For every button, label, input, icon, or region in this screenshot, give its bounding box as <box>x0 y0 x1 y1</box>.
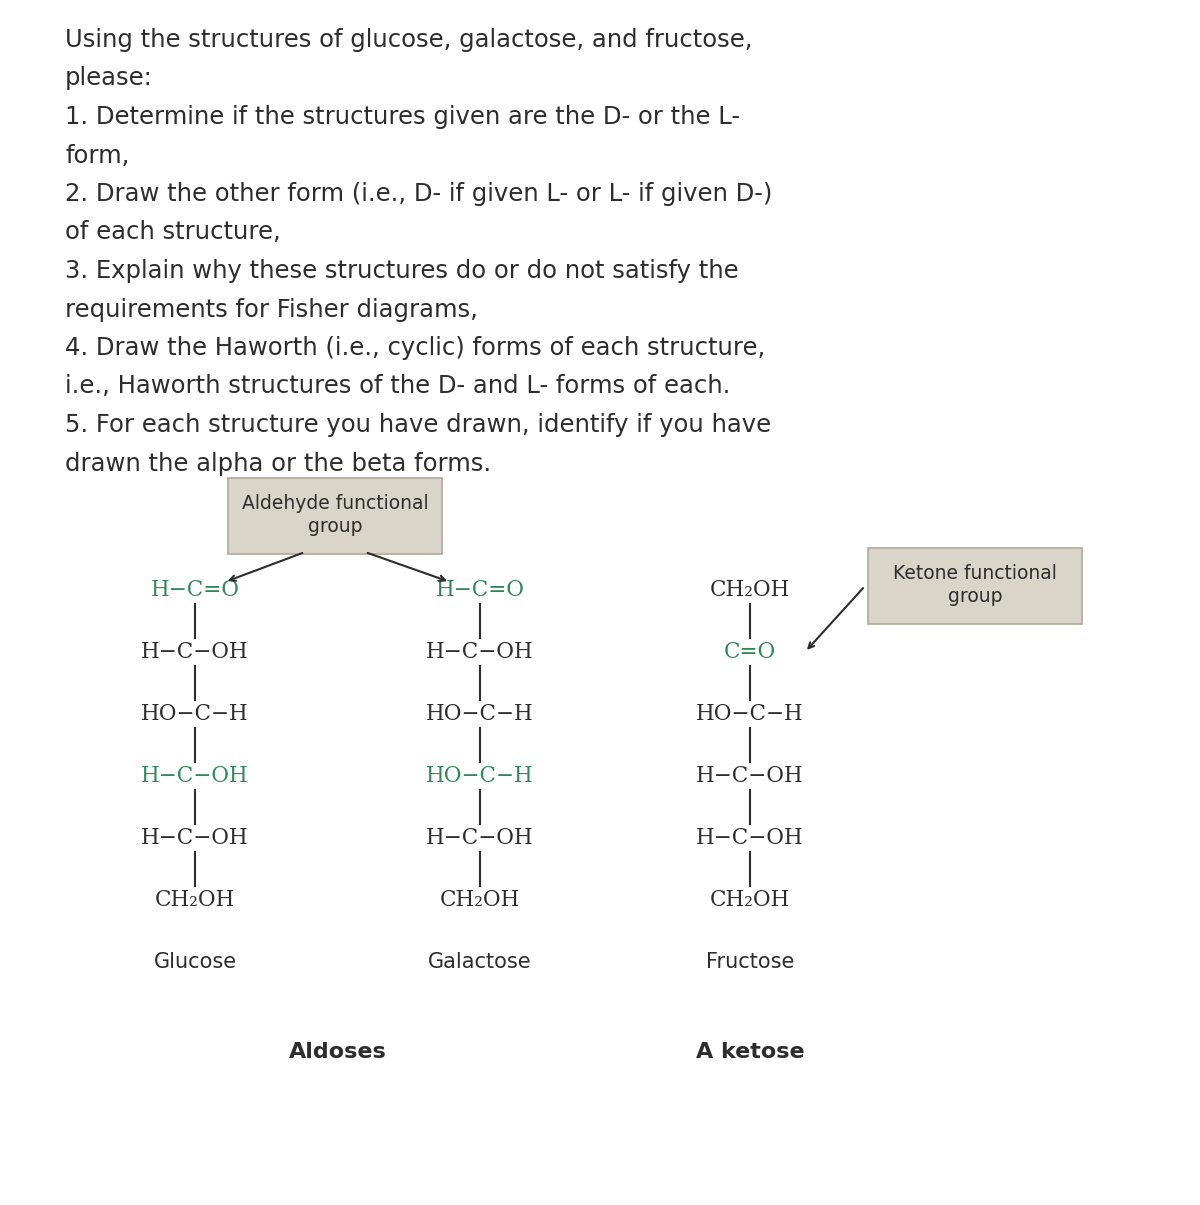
Text: H−C−OH: H−C−OH <box>142 641 248 663</box>
Text: H−C=O: H−C=O <box>150 578 240 601</box>
Text: C=O: C=O <box>724 641 776 663</box>
Text: CH₂OH: CH₂OH <box>710 578 790 601</box>
Text: H−C=O: H−C=O <box>436 578 524 601</box>
Text: drawn the alpha or the beta forms.: drawn the alpha or the beta forms. <box>65 452 491 476</box>
Text: please:: please: <box>65 66 152 90</box>
Text: CH₂OH: CH₂OH <box>440 889 520 911</box>
Text: HO−C−H: HO−C−H <box>142 703 248 725</box>
Text: 4. Draw the Haworth (i.e., cyclic) forms of each structure,: 4. Draw the Haworth (i.e., cyclic) forms… <box>65 336 766 360</box>
Text: H−C−OH: H−C−OH <box>142 765 248 787</box>
Text: A ketose: A ketose <box>696 1042 804 1062</box>
Text: Ketone functional: Ketone functional <box>893 564 1057 583</box>
Text: Aldehyde functional: Aldehyde functional <box>241 494 428 513</box>
Text: 2. Draw the other form (i.e., D- if given L- or L- if given D-): 2. Draw the other form (i.e., D- if give… <box>65 182 773 206</box>
Text: H−C−OH: H−C−OH <box>142 827 248 850</box>
Text: H−C−OH: H−C−OH <box>696 765 804 787</box>
Text: Using the structures of glucose, galactose, and fructose,: Using the structures of glucose, galacto… <box>65 28 752 52</box>
Text: HO−C−H: HO−C−H <box>426 765 534 787</box>
Text: Glucose: Glucose <box>154 952 236 972</box>
Text: 5. For each structure you have drawn, identify if you have: 5. For each structure you have drawn, id… <box>65 413 772 437</box>
Text: 1. Determine if the structures given are the D- or the L-: 1. Determine if the structures given are… <box>65 105 740 129</box>
Text: HO−C−H: HO−C−H <box>426 703 534 725</box>
Text: H−C−OH: H−C−OH <box>426 641 534 663</box>
Text: Fructose: Fructose <box>706 952 794 972</box>
Text: CH₂OH: CH₂OH <box>710 889 790 911</box>
Text: form,: form, <box>65 143 130 167</box>
Text: of each structure,: of each structure, <box>65 221 281 245</box>
Text: H−C−OH: H−C−OH <box>426 827 534 850</box>
Text: requirements for Fisher diagrams,: requirements for Fisher diagrams, <box>65 298 478 322</box>
Text: 3. Explain why these structures do or do not satisfy the: 3. Explain why these structures do or do… <box>65 259 739 283</box>
Text: i.e., Haworth structures of the D- and L- forms of each.: i.e., Haworth structures of the D- and L… <box>65 375 731 399</box>
FancyBboxPatch shape <box>228 478 442 554</box>
FancyBboxPatch shape <box>868 548 1082 624</box>
Text: CH₂OH: CH₂OH <box>155 889 235 911</box>
Text: H−C−OH: H−C−OH <box>696 827 804 850</box>
Text: group: group <box>307 517 362 536</box>
Text: HO−C−H: HO−C−H <box>696 703 804 725</box>
Text: group: group <box>948 587 1002 606</box>
Text: Aldoses: Aldoses <box>289 1042 386 1062</box>
Text: Galactose: Galactose <box>428 952 532 972</box>
